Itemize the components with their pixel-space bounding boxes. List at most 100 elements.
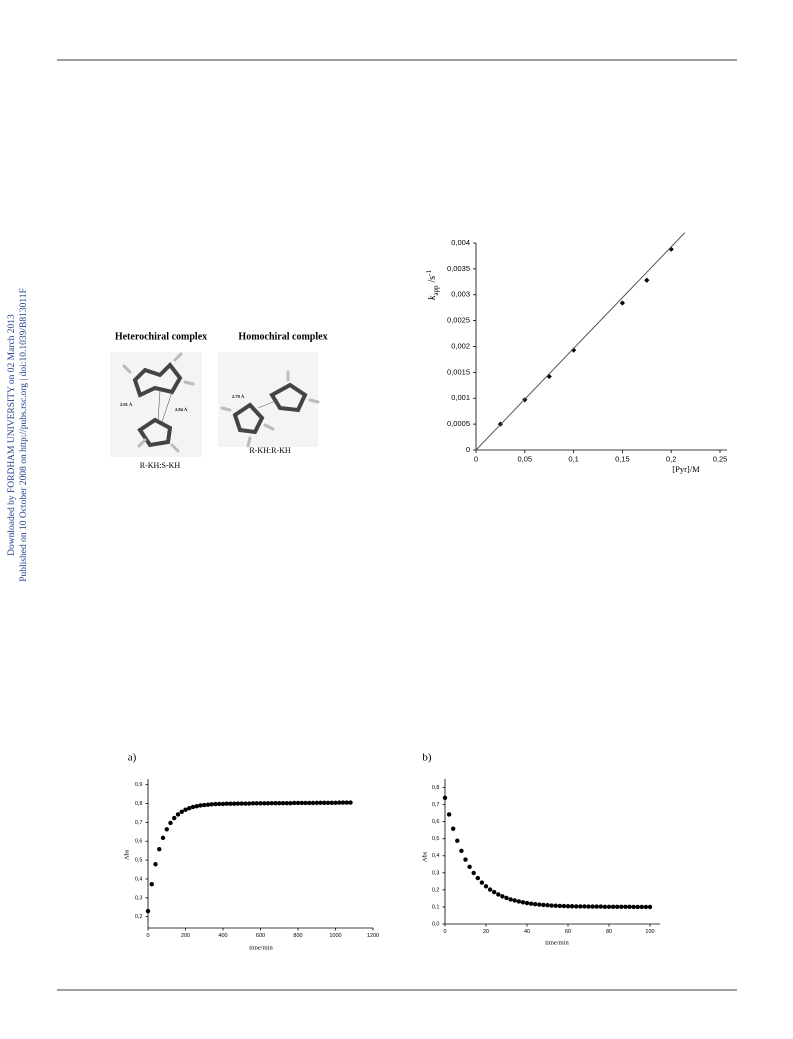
y-tick-label: 0,3 xyxy=(135,895,143,901)
x-axis-label: [Pyr]/M xyxy=(672,464,700,474)
data-point xyxy=(496,892,501,897)
data-point xyxy=(492,889,497,895)
y-tick-label: 0,6 xyxy=(432,819,440,825)
data-point xyxy=(190,804,196,810)
panel-label: b) xyxy=(422,752,432,764)
data-point xyxy=(157,846,162,852)
data-point xyxy=(325,800,331,805)
y-tick-label: 0,9 xyxy=(135,782,143,788)
y-label-subscript: app xyxy=(432,285,440,296)
data-point xyxy=(168,820,173,826)
y-tick-label: 0,0025 xyxy=(447,316,470,325)
x-tick-label: 20 xyxy=(483,929,489,935)
x-tick-label: 0,15 xyxy=(615,455,630,464)
data-point xyxy=(205,802,211,807)
data-point xyxy=(224,801,229,806)
data-point xyxy=(553,903,558,908)
y-tick-label: 0,4 xyxy=(135,876,143,882)
data-point xyxy=(145,908,151,914)
x-tick-label: 1000 xyxy=(329,933,341,939)
data-point xyxy=(467,864,472,870)
data-point xyxy=(459,848,464,854)
data-point xyxy=(668,246,674,252)
data-point xyxy=(623,904,628,909)
data-point xyxy=(582,904,587,909)
hbond xyxy=(157,389,161,423)
y-tick-label: 0 xyxy=(466,445,470,454)
y-tick-label: 0,002 xyxy=(451,341,470,350)
y-label-symbol: k xyxy=(427,295,438,300)
data-point xyxy=(303,800,308,806)
y-tick-label: 0,7 xyxy=(432,802,440,808)
data-point xyxy=(549,903,554,908)
data-point xyxy=(348,800,353,805)
data-point xyxy=(314,800,319,805)
y-tick-label: 0,0035 xyxy=(447,264,470,273)
y-tick-label: 0,5 xyxy=(432,836,440,842)
distance-label: 2.84 Å xyxy=(175,407,188,412)
data-point xyxy=(627,904,632,909)
data-point xyxy=(528,901,534,906)
data-point xyxy=(606,904,612,909)
data-point xyxy=(574,904,579,909)
y-tick-label: 0,004 xyxy=(451,238,470,247)
x-tick-label: 0 xyxy=(443,929,446,935)
chart: 0 0,05 0,1 0,15 0,2 0,25 0 0,0005 0,001 0,0015 0,0… xyxy=(425,232,727,474)
data-point xyxy=(209,802,214,807)
data-point xyxy=(644,277,650,283)
data-point xyxy=(615,904,620,909)
y-tick-label: 0,8 xyxy=(432,785,440,791)
y-tick-label: 0,8 xyxy=(135,801,143,807)
y-tick-label: 0,0015 xyxy=(447,367,470,376)
data-point xyxy=(598,904,603,909)
chart: 0 20 40 60 80 100 0,0 0,1 0,2 0,3 0,4 0,5 0,6 0,7 0,8 t… xyxy=(421,752,660,946)
x-axis-label: time/min xyxy=(249,944,273,951)
publish-note: Published on 10 October 2008 on http://p… xyxy=(19,288,29,582)
data-point xyxy=(243,801,248,806)
data-point xyxy=(610,904,616,909)
data-point xyxy=(446,812,452,817)
data-point xyxy=(318,800,323,805)
y-tick-label: 0,6 xyxy=(135,839,143,845)
data-point xyxy=(187,806,192,811)
y-axis-label: Abs xyxy=(123,849,130,860)
figure-heading: Heterochiral complex xyxy=(115,331,207,342)
data-point xyxy=(337,800,342,805)
y-tick-label: 0,4 xyxy=(432,853,440,859)
data-point xyxy=(310,800,316,806)
data-point xyxy=(250,801,256,806)
data-point xyxy=(475,875,480,881)
data-point xyxy=(247,801,252,806)
y-tick-label: 0,2 xyxy=(432,887,440,893)
data-point xyxy=(322,800,327,805)
data-point xyxy=(635,904,640,910)
data-point xyxy=(546,373,552,380)
data-point xyxy=(273,800,278,806)
x-tick-label: 80 xyxy=(606,929,612,935)
distance-label: 2.79 Å xyxy=(232,394,245,399)
x-tick-label: 800 xyxy=(293,933,302,939)
structure-figure: Heterochiral complex Homochiral complex … xyxy=(110,331,328,470)
x-tick-label: 400 xyxy=(218,933,227,939)
data-point xyxy=(483,884,489,889)
figure-heading: Homochiral complex xyxy=(238,331,327,342)
data-point xyxy=(619,904,624,909)
figure-caption: R-KH:S-KH xyxy=(140,461,181,470)
y-tick-label: 0,003 xyxy=(451,290,470,299)
data-point xyxy=(277,800,282,806)
y-tick-label: 0,1 xyxy=(432,904,440,910)
data-point xyxy=(235,801,241,806)
data-point xyxy=(280,800,286,806)
molecule-hydrogens xyxy=(122,352,320,453)
x-tick-label: 200 xyxy=(181,933,190,939)
data-point xyxy=(164,827,169,832)
y-axis-label: Abs xyxy=(421,851,428,862)
data-point xyxy=(295,800,301,806)
figure-caption: R-KH:R-KH xyxy=(249,446,291,455)
download-note: Downloaded by FORDHAM UNIVERSITY on 02 M… xyxy=(7,314,17,556)
data-point xyxy=(269,800,274,806)
data-point xyxy=(571,347,577,353)
data-point xyxy=(578,904,583,909)
data-point xyxy=(639,904,644,910)
x-tick-label: 600 xyxy=(256,933,265,939)
